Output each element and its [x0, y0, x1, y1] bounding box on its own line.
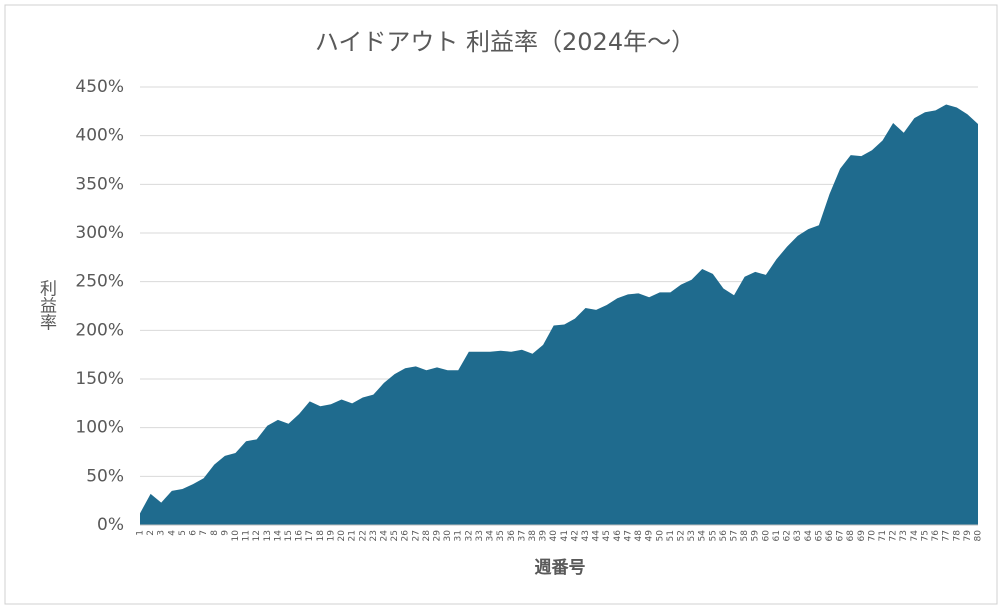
x-tick-label: 51 [666, 530, 676, 541]
x-tick-label: 16 [295, 530, 305, 542]
x-tick-label: 33 [475, 530, 485, 541]
x-tick-label: 45 [602, 530, 612, 541]
x-tick-label: 58 [740, 530, 750, 542]
x-tick-label: 59 [751, 530, 761, 542]
x-tick-label: 79 [963, 530, 973, 542]
y-tick-label: 100% [75, 418, 124, 438]
x-tick-label: 39 [539, 530, 549, 542]
x-tick-label: 42 [570, 530, 580, 541]
x-tick-label: 5 [178, 530, 188, 536]
x-tick-label: 68 [846, 530, 856, 542]
x-tick-label: 70 [867, 530, 877, 542]
x-tick-label: 11 [242, 530, 252, 541]
y-tick-label: 300% [75, 223, 124, 243]
x-tick-label: 28 [422, 530, 432, 542]
x-tick-label: 37 [517, 530, 527, 541]
x-tick-label: 2 [146, 530, 156, 536]
x-tick-label: 10 [231, 530, 241, 542]
y-tick-label: 200% [75, 320, 124, 340]
x-tick-label: 43 [581, 530, 591, 541]
x-tick-label: 38 [528, 530, 538, 542]
x-tick-label: 75 [920, 530, 930, 541]
x-tick-label: 67 [836, 530, 846, 541]
x-tick-label: 3 [157, 530, 167, 536]
x-tick-label: 69 [857, 530, 867, 542]
x-tick-label: 47 [623, 530, 633, 541]
x-tick-label: 62 [783, 530, 793, 541]
x-tick-label: 20 [337, 530, 347, 542]
x-tick-label: 18 [316, 530, 326, 542]
x-tick-label: 22 [358, 530, 368, 541]
x-tick-label: 13 [263, 530, 273, 541]
x-tick-label: 30 [443, 530, 453, 542]
x-tick-label: 1 [136, 530, 146, 536]
x-tick-label: 54 [698, 530, 708, 542]
x-tick-label: 34 [486, 530, 496, 542]
chart-title: ハイドアウト 利益率（2024年～） [315, 28, 695, 56]
area [140, 104, 978, 526]
x-tick-label: 52 [676, 530, 686, 541]
x-tick-label: 19 [326, 530, 336, 542]
x-tick-label: 55 [708, 530, 718, 541]
y-tick-label: 0% [97, 515, 124, 535]
x-tick-label: 61 [772, 530, 782, 541]
y-tick-label: 400% [75, 126, 124, 146]
x-tick-label: 65 [814, 530, 824, 541]
x-tick-label: 17 [305, 530, 315, 541]
x-tick-label: 49 [645, 530, 655, 542]
x-tick-label: 50 [655, 530, 665, 542]
x-tick-label: 80 [974, 530, 984, 542]
x-axis-label: 週番号 [535, 558, 586, 578]
x-tick-label: 44 [592, 530, 602, 542]
x-tick-label: 72 [889, 530, 899, 541]
y-tick-label: 250% [75, 272, 124, 292]
x-tick-label: 14 [273, 530, 283, 542]
y-tick-label: 350% [75, 174, 124, 194]
x-tick-label: 71 [878, 530, 888, 541]
y-tick-label: 450% [75, 77, 124, 97]
x-tick-label: 7 [199, 530, 209, 536]
x-tick-label: 32 [464, 530, 474, 541]
x-tick-label: 31 [454, 530, 464, 541]
x-tick-label: 76 [931, 530, 941, 542]
x-tick-label: 36 [507, 530, 517, 542]
x-tick-label: 12 [252, 530, 262, 541]
x-tick-label: 60 [761, 530, 771, 542]
x-tick-label: 48 [634, 530, 644, 542]
x-tick-label: 77 [942, 530, 952, 541]
x-tick-label: 29 [433, 530, 443, 542]
x-tick-label: 53 [687, 530, 697, 541]
x-tick-label: 9 [220, 530, 230, 536]
x-tick-label: 64 [804, 530, 814, 542]
x-tick-label: 35 [496, 530, 506, 541]
x-tick-label: 73 [899, 530, 909, 541]
x-tick-label: 63 [793, 530, 803, 541]
x-tick-label: 56 [719, 530, 729, 542]
x-tick-label: 40 [549, 530, 559, 542]
y-tick-label: 150% [75, 369, 124, 389]
x-tick-label: 66 [825, 530, 835, 542]
x-tick-label: 46 [613, 530, 623, 542]
y-axis-label: 利益率 [36, 279, 57, 330]
x-tick-label: 26 [401, 530, 411, 542]
x-tick-label: 21 [348, 530, 358, 541]
x-tick-label: 27 [411, 530, 421, 541]
x-tick-label: 4 [167, 530, 177, 536]
x-tick-label: 8 [210, 530, 220, 536]
x-tick-label: 25 [390, 530, 400, 541]
x-tick-label: 23 [369, 530, 379, 541]
x-tick-label: 78 [952, 530, 962, 542]
x-tick-label: 24 [379, 530, 389, 542]
x-tick-label: 74 [910, 530, 920, 542]
x-tick-label: 41 [560, 530, 570, 541]
x-tick-label: 6 [189, 530, 199, 536]
y-tick-label: 50% [86, 466, 124, 486]
x-tick-label: 15 [284, 530, 294, 541]
x-tick-label: 57 [730, 530, 740, 541]
